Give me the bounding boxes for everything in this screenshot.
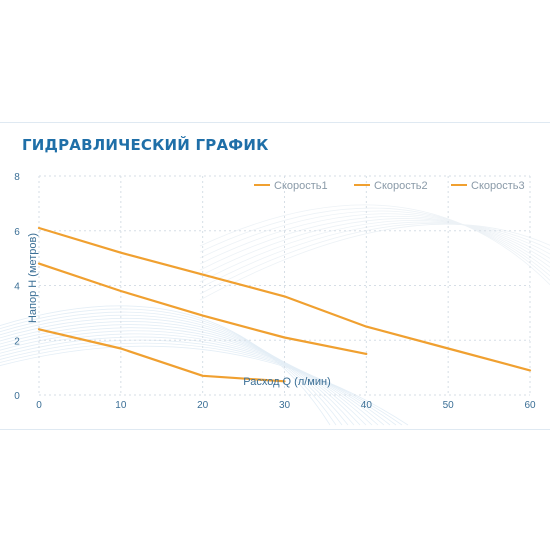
- background-swirl: [0, 204, 550, 426]
- swirl-line: [0, 345, 409, 426]
- x-tick-label: 50: [443, 400, 455, 411]
- swirl-line: [0, 330, 379, 426]
- swirl-line: [199, 204, 550, 286]
- x-tick-label: 20: [197, 400, 209, 411]
- swirl-line: [199, 213, 550, 273]
- legend-label: Скорость2: [374, 180, 428, 192]
- legend-label: Скорость3: [471, 180, 525, 192]
- swirl-line: [199, 215, 550, 271]
- swirl-line: [199, 222, 550, 295]
- swirl-line: [199, 220, 550, 283]
- y-tick-label: 2: [14, 336, 20, 347]
- swirl-line: [0, 324, 367, 426]
- y-tick-label: 6: [14, 227, 20, 238]
- swirl-line: [199, 221, 550, 289]
- y-tick-label: 4: [14, 282, 20, 293]
- series-lines: [37, 226, 532, 383]
- chart-title: ГИДРАВЛИЧЕСКИЙ ГРАФИК: [22, 136, 269, 154]
- swirl-line: [0, 327, 373, 426]
- swirl-line: [199, 210, 550, 277]
- x-tick-label: 30: [279, 400, 291, 411]
- x-axis-label: Расход Q (л/мин): [243, 376, 331, 388]
- series-line-3: [37, 226, 532, 372]
- swirl-line: [0, 311, 343, 426]
- series-line-1: [37, 328, 286, 383]
- tick-labels: 0 10 20 30 40 50 60 0 2 4 6 8: [14, 172, 536, 411]
- y-tick-label: 0: [14, 391, 20, 402]
- x-tick-label: 40: [361, 400, 373, 411]
- swirl-line: [0, 308, 337, 426]
- x-tick-label: 60: [524, 400, 536, 411]
- x-tick-label: 10: [115, 400, 127, 411]
- swirl-line: [0, 314, 349, 426]
- swirl-line: [0, 305, 331, 426]
- swirl-line: [199, 218, 550, 277]
- chart-panel: [0, 122, 550, 430]
- legend-label: Скорость1: [274, 180, 328, 192]
- series-line-2: [37, 262, 368, 355]
- y-axis-label: Напор H (метров): [27, 233, 39, 323]
- swirl-line: [0, 342, 403, 426]
- legend: Скорость1 Скорость2 Скорость3: [254, 180, 525, 192]
- swirl-line: [0, 317, 355, 426]
- x-tick-label: 0: [36, 400, 42, 411]
- swirl-line: [199, 223, 550, 301]
- swirl-line: [199, 207, 550, 281]
- swirl-line: [0, 333, 385, 426]
- grid-lines: [38, 175, 531, 396]
- swirl-line: [0, 339, 397, 426]
- y-tick-label: 8: [14, 172, 20, 183]
